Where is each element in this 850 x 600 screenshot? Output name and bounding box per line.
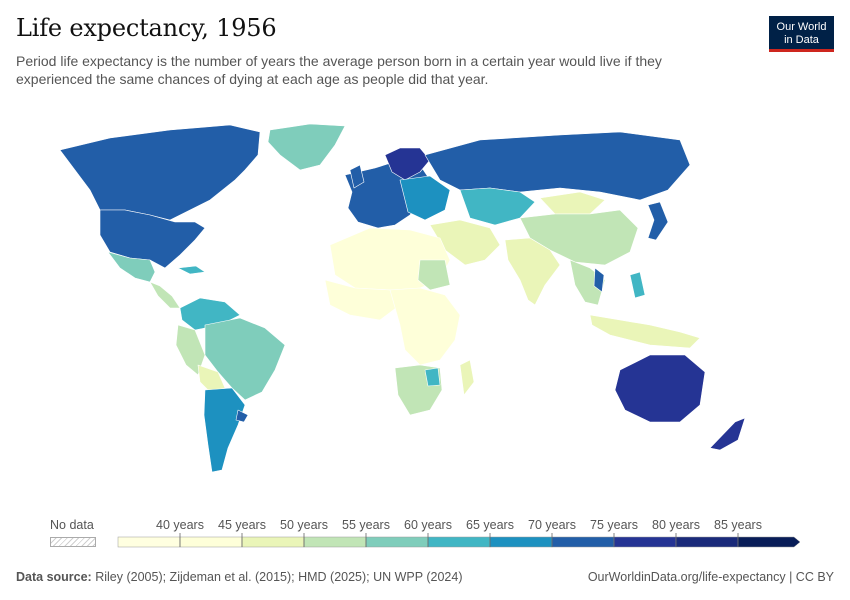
legend-tick-label: 70 years	[528, 518, 576, 532]
legend-no-data-swatch[interactable]	[50, 537, 96, 547]
region-africa-central	[389, 287, 461, 366]
region-indonesia	[589, 314, 701, 349]
legend-bin-5[interactable]	[427, 536, 491, 548]
legend-bin-1[interactable]	[179, 536, 243, 548]
region-australia	[614, 354, 706, 423]
data-source: Data source: Riley (2005); Zijdeman et a…	[16, 570, 463, 584]
region-japan	[647, 201, 669, 241]
region-peru	[175, 324, 206, 376]
region-scandinavia	[384, 147, 431, 181]
legend-bin-10[interactable]	[737, 536, 801, 548]
region-central-asia	[459, 187, 536, 226]
legend-bin-3[interactable]	[303, 536, 367, 548]
chart-url[interactable]: OurWorldinData.org/life-expectancy | CC …	[587, 570, 834, 584]
region-argentina	[203, 387, 246, 473]
region-eastern-europe	[399, 175, 451, 221]
region-uk	[349, 164, 365, 189]
world-map[interactable]	[0, 110, 850, 510]
data-source-text[interactable]: Riley (2005); Zijdeman et al. (2015); HM…	[95, 570, 463, 584]
region-mongolia	[539, 191, 606, 215]
logo-line-1: Our World	[776, 21, 827, 33]
region-philippines	[629, 271, 646, 299]
legend-tick-label: 80 years	[652, 518, 700, 532]
legend-tick-label: 65 years	[466, 518, 514, 532]
region-zimbabwe	[424, 367, 441, 387]
chart-title: Life expectancy, 1956	[16, 14, 277, 42]
legend-tick-label: 50 years	[280, 518, 328, 532]
region-middle-east	[429, 219, 501, 266]
data-source-label: Data source:	[16, 570, 92, 584]
region-uruguay	[235, 409, 249, 423]
legend-tick-label: 60 years	[404, 518, 452, 532]
owid-logo[interactable]: Our World in Data	[769, 16, 834, 52]
region-greenland	[267, 123, 346, 171]
legend-bin-below-40[interactable]	[117, 536, 181, 548]
legend-tick-label: 40 years	[156, 518, 204, 532]
region-new-zealand	[709, 417, 746, 451]
legend-tick-label: 55 years	[342, 518, 390, 532]
region-southeast-asia	[569, 259, 606, 306]
region-usa	[99, 209, 206, 269]
region-africa-west	[324, 279, 401, 321]
chart-subtitle: Period life expectancy is the number of …	[16, 53, 662, 87]
region-india	[504, 237, 561, 306]
region-central-america	[149, 281, 181, 309]
region-sudan	[417, 259, 451, 291]
legend-bin-8[interactable]	[613, 536, 677, 548]
legend-bin-4[interactable]	[365, 536, 429, 548]
legend-tick-label: 85 years	[714, 518, 762, 532]
region-caribbean	[177, 265, 206, 275]
legend-bin-2[interactable]	[241, 536, 305, 548]
region-mexico	[107, 251, 156, 283]
logo-line-2: in Data	[784, 34, 819, 46]
legend-no-data-label: No data	[50, 518, 94, 532]
legend-tick-label: 45 years	[218, 518, 266, 532]
region-canada	[59, 124, 261, 221]
legend-bin-7[interactable]	[551, 536, 615, 548]
region-brazil	[204, 317, 286, 401]
region-madagascar	[459, 359, 475, 396]
legend-bin-6[interactable]	[489, 536, 553, 548]
legend-bin-9[interactable]	[675, 536, 739, 548]
region-vietnam	[593, 267, 605, 293]
legend-tick-label: 75 years	[590, 518, 638, 532]
legend-color-scale[interactable]: 40 years 45 years 50 years 55 years 60 years…	[0, 510, 850, 560]
